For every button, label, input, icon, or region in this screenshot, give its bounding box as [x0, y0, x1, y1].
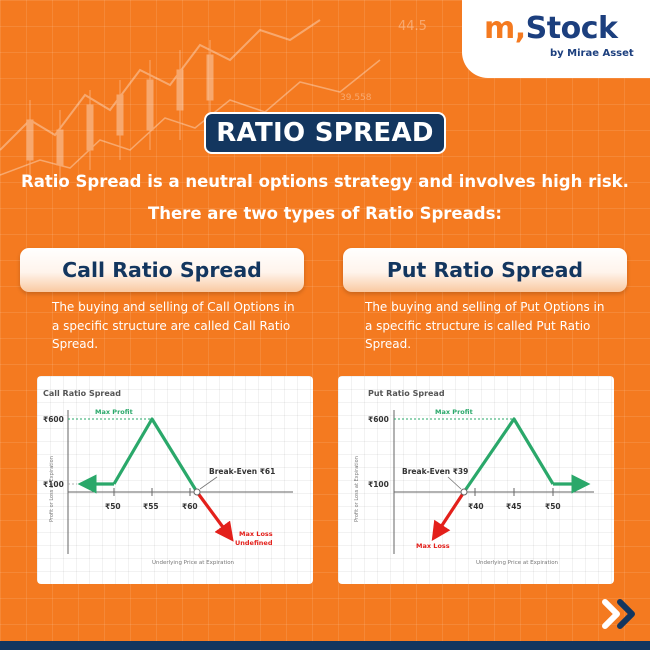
- background-chart-decoration: 44.5 39.558: [0, 19, 427, 190]
- x-tick-label: ₹50: [105, 502, 121, 511]
- max-loss-label: Max Loss: [239, 530, 273, 538]
- max-loss-label: Max Loss: [416, 542, 450, 550]
- call-ratio-spread-description: The buying and selling of Call Options i…: [52, 300, 295, 351]
- put-ratio-spread-heading: Put Ratio Spread: [343, 248, 627, 292]
- double-chevron-right-icon[interactable]: [600, 597, 640, 631]
- break-even-label: Break-Even ₹61: [209, 467, 275, 476]
- max-profit-label: Max Profit: [95, 408, 133, 416]
- payoff-line-profit: [112, 417, 199, 493]
- y-tick-label: ₹100: [43, 480, 64, 489]
- y-tick-label: ₹600: [368, 415, 389, 424]
- put-ratio-spread-description: The buying and selling of Put Options in…: [365, 300, 605, 351]
- intro-line-1: Ratio Spread is a neutral options strate…: [21, 172, 629, 191]
- y-axis-label: Profit or Loss at Expiration: [354, 456, 360, 522]
- max-profit-label: Max Profit: [435, 408, 473, 416]
- logo-m: m: [484, 11, 515, 46]
- logo-comma: ,: [514, 11, 526, 46]
- break-even-point: [460, 488, 468, 496]
- chart-title: Call Ratio Spread: [43, 389, 121, 398]
- page-title: RATIO SPREAD: [204, 112, 446, 154]
- x-axis-label: Underlying Price at Expiration: [476, 560, 559, 566]
- payoff-line-loss: [431, 491, 466, 542]
- break-even-point: [193, 488, 201, 496]
- y-tick-label: ₹600: [43, 415, 64, 424]
- payoff-line-profit: [462, 417, 555, 493]
- logo-tagline: by Mirae Asset: [550, 48, 634, 59]
- x-tick-label: ₹55: [143, 502, 159, 511]
- max-loss-sublabel: Undefined: [235, 539, 273, 547]
- x-axis-label: Underlying Price at Expiration: [152, 560, 235, 566]
- brand-logo: m,Stock by Mirae Asset: [462, 0, 650, 78]
- x-tick-label: ₹60: [182, 502, 198, 511]
- payoff-line-loss: [195, 491, 234, 542]
- background-number: 39.558: [340, 93, 372, 103]
- bottom-bar: [0, 641, 650, 650]
- call-ratio-spread-heading: Call Ratio Spread: [20, 248, 304, 292]
- chart-title: Put Ratio Spread: [368, 389, 445, 398]
- x-tick-label: ₹50: [545, 502, 561, 511]
- y-tick-label: ₹100: [368, 480, 389, 489]
- intro-line-2: There are two types of Ratio Spreads:: [147, 204, 502, 223]
- logo-stock: Stock: [525, 11, 618, 46]
- put-ratio-spread-chart: Put Ratio Spread Profit or Loss at Expir…: [338, 376, 614, 584]
- y-axis-label: Profit or Loss at Expiration: [49, 456, 55, 522]
- background-number: 44.5: [398, 19, 427, 34]
- break-even-label: Break-Even ₹39: [402, 467, 468, 476]
- call-ratio-spread-chart: Call Ratio Spread Profit or Loss at Expi…: [37, 376, 313, 584]
- x-tick-label: ₹45: [506, 502, 522, 511]
- x-tick-label: ₹40: [468, 502, 484, 511]
